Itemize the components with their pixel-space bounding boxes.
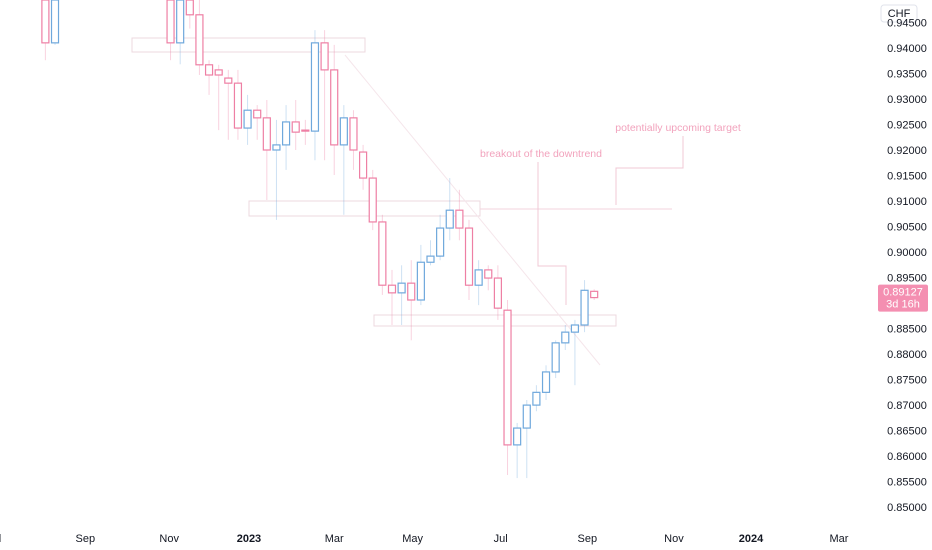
candle-body [455, 209, 464, 229]
candle-body [445, 209, 454, 229]
candle-body [561, 331, 570, 344]
candle-body [349, 117, 358, 151]
annotation: potentially upcoming target [615, 122, 741, 134]
candle-body [570, 324, 580, 333]
x-tick-label: Mar [325, 533, 344, 545]
candle-body [416, 261, 425, 301]
candle-body [320, 42, 329, 71]
y-tick-label: 0.91000 [887, 196, 927, 208]
x-tick-label: 2024 [739, 533, 764, 545]
candle-body [387, 284, 397, 294]
candle-body [195, 14, 204, 66]
pointer [537, 162, 567, 305]
y-tick-label: 0.85000 [887, 502, 927, 514]
candle-body [281, 121, 291, 146]
trend-line [344, 54, 601, 366]
zone [373, 314, 617, 327]
y-tick-label: 0.90500 [887, 221, 927, 233]
x-tick-label: Nov [664, 533, 684, 545]
candle-body [224, 77, 233, 84]
candle-body [397, 282, 406, 294]
x-tick-label: May [402, 533, 423, 545]
candle-body [50, 0, 60, 44]
y-tick-label: 0.90000 [887, 247, 927, 259]
candle-body [176, 0, 185, 44]
axes: 0.85000 0.85500 0.86000 0.86500 0.87000 0.875… [0, 17, 928, 545]
y-tick-label: 0.93500 [887, 68, 927, 80]
candle-body [339, 117, 348, 146]
y-tick-label: 0.94500 [887, 17, 927, 29]
candle-body [426, 255, 435, 263]
y-tick-label: 0.94000 [887, 43, 927, 55]
candle-body [407, 282, 416, 301]
y-tick-label: 0.88000 [887, 349, 927, 361]
y-tick-label: 0.85500 [887, 477, 927, 489]
candle-body [551, 342, 560, 373]
candle-body [253, 109, 262, 119]
candle-body [330, 69, 339, 146]
candle-body [301, 129, 310, 132]
y-tick-label: 0.87000 [887, 400, 927, 412]
candle-body [310, 42, 320, 132]
candle-body [262, 117, 271, 151]
candle-body [41, 0, 50, 44]
annotation: breakout of the downtrend [480, 148, 602, 160]
candle-body [185, 0, 194, 16]
y-tick-label: 0.92000 [887, 145, 927, 157]
candle-body [272, 144, 281, 151]
candle-body [204, 64, 214, 76]
y-tick-label: 0.88500 [887, 323, 927, 335]
plot [41, 0, 599, 479]
candle-body [233, 82, 243, 129]
candle-body [522, 404, 531, 429]
currency-box[interactable] [880, 4, 918, 23]
candle-body [464, 227, 474, 286]
candle-body [214, 69, 223, 76]
y-tick-label: 0.89500 [887, 272, 927, 284]
candle-body [166, 0, 175, 44]
candle-body [541, 371, 551, 393]
x-tick-label: Mar [830, 533, 849, 545]
candle-body [532, 391, 541, 406]
x-tick-label: Jul [494, 533, 508, 545]
candle-body [359, 151, 368, 179]
y-tick-label: 0.87500 [887, 375, 927, 387]
currency[interactable]: CHF [888, 8, 911, 20]
candle-body [436, 227, 445, 257]
price-label: 0.89127 [883, 287, 923, 299]
price-badge [878, 284, 928, 312]
y-tick-label: 0.86500 [887, 426, 927, 438]
countdown: 3d 16h [886, 299, 920, 311]
candle-body [513, 427, 522, 446]
candle-body [493, 277, 502, 309]
candle-body [378, 221, 387, 286]
candle-body [474, 269, 483, 286]
y-tick-label: 0.91500 [887, 170, 927, 182]
y-tick-label: 0.86000 [887, 451, 927, 463]
x-tick-label: Nov [159, 533, 179, 545]
zone [248, 200, 481, 217]
x-tick-label: Sep [75, 533, 95, 545]
x-tick-label: 2023 [237, 533, 261, 545]
candle-body [243, 109, 252, 129]
zone [131, 37, 366, 53]
candle-body [503, 309, 512, 446]
y-tick-label: 0.93000 [887, 94, 927, 106]
candle-body [291, 121, 300, 133]
x-tick-label: l [0, 533, 1, 545]
y-tick-label: 0.92500 [887, 119, 927, 131]
candle-body [368, 177, 377, 223]
candle-body [590, 290, 599, 299]
candle-body [484, 269, 493, 279]
candle-body [580, 289, 589, 326]
x-tick-label: Sep [578, 533, 598, 545]
pointer [615, 136, 684, 205]
drawings [131, 37, 684, 366]
